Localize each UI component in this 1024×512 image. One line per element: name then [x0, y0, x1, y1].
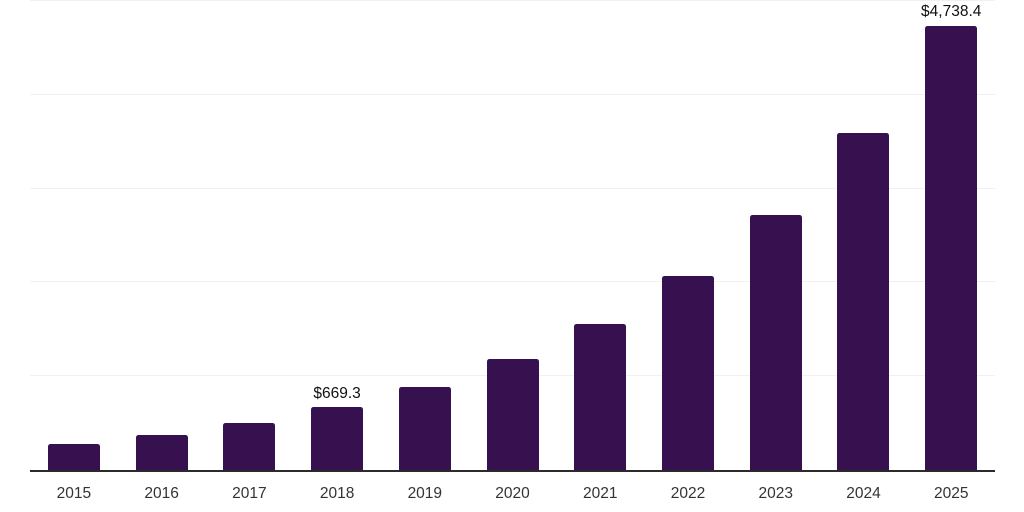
bar-column-2022 — [644, 1, 732, 470]
bar-column-2017 — [205, 1, 293, 470]
bar-2016 — [135, 434, 188, 470]
x-tick-2020: 2020 — [495, 485, 530, 502]
x-axis-line — [30, 470, 995, 472]
bar-column-2016 — [118, 1, 206, 470]
x-tick-2021: 2021 — [583, 485, 618, 502]
x-tick-2015: 2015 — [56, 485, 92, 502]
bar-column-2020 — [469, 1, 557, 470]
bar-column-2025: $4,738.4 — [907, 1, 995, 470]
bar-column-2018: $669.3 — [293, 1, 381, 470]
bar-2015 — [47, 443, 100, 470]
gridline-3000 — [30, 187, 995, 189]
x-tick-2016: 2016 — [144, 485, 179, 502]
bars-layer: $669.3 $4,738.4 — [30, 1, 995, 470]
x-tick-2017: 2017 — [232, 485, 267, 502]
bar-2024 — [837, 133, 890, 470]
gridline-2000 — [30, 281, 995, 283]
gridline-4000 — [30, 93, 995, 95]
bar-column-2023 — [732, 1, 820, 470]
bar-value-label-2018: $669.3 — [313, 385, 361, 403]
bar-2022 — [662, 276, 714, 470]
plot-area: $669.3 $4,738.4 — [30, 0, 995, 470]
x-tick-2023: 2023 — [758, 485, 793, 502]
x-axis-labels: 2015 2016 2017 2018 2019 2020 2021 2022 2023 2024… — [30, 472, 995, 502]
x-tick-2022: 2022 — [670, 485, 706, 502]
bar-column-2019 — [381, 1, 469, 470]
x-tick-2025: 2025 — [933, 485, 969, 502]
bar-2019 — [398, 387, 451, 470]
bar-column-2024 — [820, 1, 908, 470]
bar-2017 — [223, 423, 276, 470]
bar-2020 — [486, 359, 539, 470]
x-tick-2024: 2024 — [846, 485, 881, 502]
bar-column-2015 — [30, 1, 118, 470]
x-tick-2019: 2019 — [407, 485, 443, 502]
bar-column-2021 — [556, 1, 644, 470]
gridline-5000 — [30, 0, 995, 1]
bar-2023 — [749, 215, 802, 470]
bar-2018 — [311, 407, 364, 470]
bar-2025 — [925, 25, 978, 470]
x-tick-2018: 2018 — [319, 485, 355, 502]
bar-2021 — [574, 323, 627, 470]
bar-value-label-2025: $4,738.4 — [921, 3, 982, 21]
